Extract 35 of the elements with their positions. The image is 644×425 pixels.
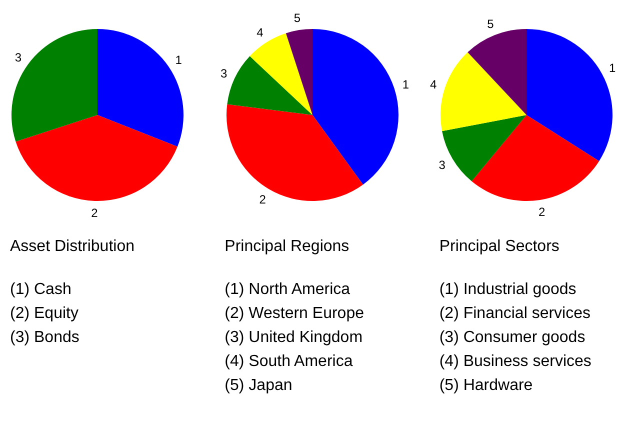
text: Principal Regions: [224, 238, 350, 257]
slice-label: 1: [402, 78, 410, 92]
text: (2) Financial services: [439, 304, 592, 324]
slice-label: 3: [14, 50, 22, 64]
slice-label: 3: [220, 66, 228, 80]
text: (4) Business services: [439, 352, 592, 372]
slice-label: 4: [256, 25, 264, 40]
text: Principal Sectors: [439, 238, 560, 257]
text: (2) Western Europe: [224, 304, 365, 324]
slice-label: 5: [487, 16, 494, 31]
text: (1) North America: [224, 280, 352, 300]
slice-label: 4: [430, 78, 438, 92]
text: (4) South America: [224, 352, 354, 372]
slice-label: 1: [609, 60, 616, 75]
pie-slice: [472, 115, 600, 201]
text: (5) Japan: [224, 376, 294, 396]
text: (3) Bonds: [10, 328, 80, 348]
text: (3) Consumer goods: [439, 328, 586, 348]
text: (5) Hardware: [439, 376, 534, 396]
text: Asset Distribution: [10, 238, 136, 257]
text: (3) United Kingdom: [224, 328, 364, 348]
pie-slice: [312, 29, 398, 185]
text: (1) Cash: [10, 280, 72, 300]
pie-slice: [286, 29, 312, 115]
slice-label: 2: [258, 192, 266, 206]
pie-slice: [468, 29, 527, 115]
slice-label: 2: [91, 206, 98, 220]
pie-slice: [441, 52, 527, 132]
slice-label: 2: [538, 204, 546, 219]
text: (2) Equity: [10, 304, 80, 324]
slice-label: 5: [294, 11, 300, 26]
text: (1) Industrial goods: [439, 280, 578, 300]
slice-label: 3: [439, 158, 446, 172]
pie-slice: [226, 56, 312, 115]
slice-label: 1: [175, 52, 182, 67]
